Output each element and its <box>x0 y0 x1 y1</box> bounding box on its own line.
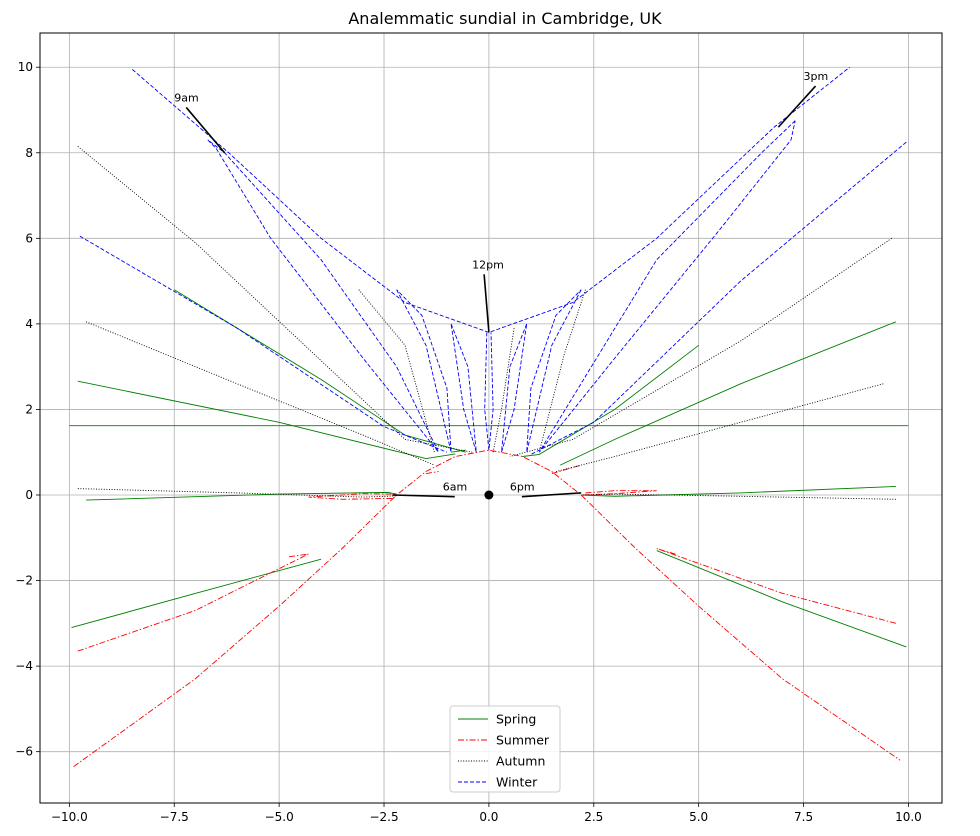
series-layer <box>69 66 909 767</box>
y-tick-label: −6 <box>15 745 33 759</box>
chart-title: Analemmatic sundial in Cambridge, UK <box>348 9 662 28</box>
series-line-spring <box>581 485 896 497</box>
series-autumn <box>77 146 896 500</box>
x-tick-label: 7.5 <box>794 810 813 824</box>
x-tick-label: −10.0 <box>51 810 88 824</box>
x-tick-label: −5.0 <box>265 810 294 824</box>
annotation-label: 9am <box>174 91 198 104</box>
annotation-label: 12pm <box>472 258 504 271</box>
legend-label-winter: Winter <box>496 775 538 790</box>
legend-box <box>449 705 561 793</box>
y-tick-label: −2 <box>15 574 33 588</box>
legend-label-summer: Summer <box>496 733 550 748</box>
series-line-winter <box>526 289 582 453</box>
series-line-summer <box>656 548 897 624</box>
x-tick-label: 0.0 <box>479 810 498 824</box>
x-tick-label: −2.5 <box>369 810 398 824</box>
annotation-arrow <box>521 492 582 498</box>
series-line-spring <box>451 449 466 453</box>
series-line-winter <box>450 323 477 453</box>
series-line-winter <box>207 139 440 453</box>
annotation-label: 3pm <box>804 70 829 83</box>
series-line-spring <box>522 344 699 457</box>
series-line-winter <box>538 120 796 453</box>
series-summer <box>73 449 901 767</box>
annotation-layer: 9am 3pm 12pm 6am 6pm <box>174 70 829 500</box>
annotation-arrow <box>483 274 490 333</box>
series-line-winter <box>79 235 448 453</box>
series-line-winter <box>396 289 452 453</box>
x-tick-label: 2.5 <box>584 810 603 824</box>
series-line-summer <box>73 449 901 767</box>
series-winter <box>79 66 907 455</box>
legend-label-autumn: Autumn <box>496 754 545 769</box>
series-line-winter <box>132 66 850 333</box>
series-line-winter <box>484 332 494 451</box>
series-line-spring <box>174 289 466 453</box>
y-tick-label: 2 <box>25 402 33 416</box>
series-spring <box>69 289 909 648</box>
series-line-summer <box>77 553 309 652</box>
annotation-label: 6pm <box>510 481 535 494</box>
x-tick-label: −7.5 <box>160 810 189 824</box>
annotation-label: 6am <box>443 481 467 494</box>
legend-label-spring: Spring <box>496 712 536 727</box>
series-line-spring <box>77 380 456 460</box>
series-line-autumn <box>509 237 892 457</box>
series-line-autumn <box>77 488 397 498</box>
y-tick-label: 10 <box>18 60 33 74</box>
legend: Spring Summer Autumn Winter <box>449 705 561 793</box>
series-line-summer <box>581 490 657 496</box>
x-tick-label: 10.0 <box>895 810 922 824</box>
axes-frame <box>39 32 943 804</box>
series-line-spring <box>71 558 322 629</box>
series-line-autumn <box>358 289 435 453</box>
series-line-spring <box>656 550 907 648</box>
series-line-spring <box>86 491 397 501</box>
x-tick-label: 5.0 <box>689 810 708 824</box>
y-tick-label: 6 <box>25 231 33 245</box>
y-tick-label: 0 <box>25 488 33 502</box>
annotation-arrow <box>392 494 455 498</box>
y-tick-label: 8 <box>25 146 33 160</box>
y-tick-label: −4 <box>15 659 33 673</box>
annotation-arrow <box>185 106 226 154</box>
center-point-marker <box>484 490 494 500</box>
annotation-arrow <box>777 85 817 128</box>
series-line-summer <box>308 493 397 500</box>
series-line-summer <box>425 471 439 475</box>
series-line-winter <box>530 141 907 455</box>
ticks: −10.0 −7.5 −5.0 −2.5 0.0 2.5 5.0 7.5 10.0 −6 −4 −2 0… <box>15 60 921 824</box>
series-line-winter <box>501 323 528 453</box>
y-tick-label: 4 <box>25 317 33 331</box>
series-line-spring <box>560 321 897 466</box>
